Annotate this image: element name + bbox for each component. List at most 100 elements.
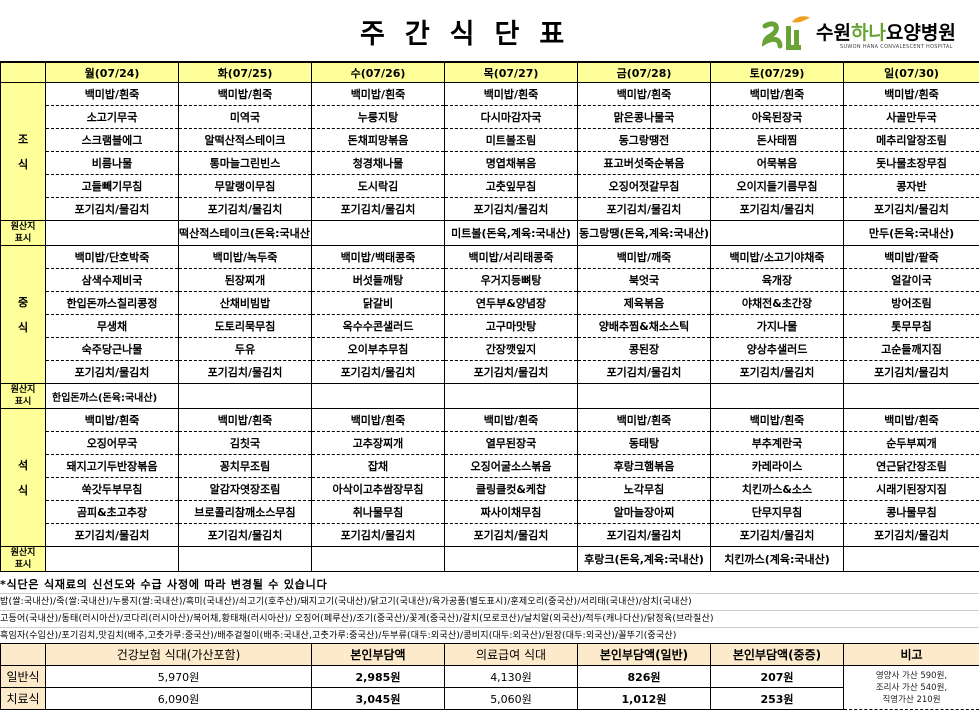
menu-item: 백미밥/녹두죽 bbox=[179, 246, 312, 269]
origin-cell bbox=[445, 384, 578, 409]
menu-item: 소고기무국 bbox=[46, 106, 179, 129]
menu-item: 야채전&초간장 bbox=[711, 292, 844, 315]
menu-item: 포기김치/물김치 bbox=[312, 361, 445, 384]
menu-item: 잡채 bbox=[312, 455, 445, 478]
day-header: 토(07/29) bbox=[711, 63, 844, 83]
meal-cost-table: 건강보험 식대(가산포함) 본인부담액 의료급여 식대 본인부담액(일반) 본인… bbox=[0, 643, 979, 710]
origin-cell: 동그랑땡(돈육,계육:국내산) bbox=[578, 221, 711, 246]
menu-item: 곰피&초고추장 bbox=[46, 501, 179, 524]
origin-cell: 미트볼(돈육,계육:국내산) bbox=[445, 221, 578, 246]
title-bar: 주간식단표 수원하나요양병원 SUWON HANA CONVALESCENT H… bbox=[0, 0, 979, 63]
cost-remark: 영양사 가산 590원, 조리사 가산 540원, 직영가산 210원 bbox=[844, 666, 979, 710]
menu-item: 고구마맛탕 bbox=[445, 315, 578, 338]
origin-cell bbox=[179, 547, 312, 572]
menu-item: 아삭이고추쌈장무침 bbox=[312, 478, 445, 501]
menu-item: 백미밥/백태콩죽 bbox=[312, 246, 445, 269]
menu-item: 포기김치/물김치 bbox=[46, 361, 179, 384]
menu-item: 오징어굴소스볶음 bbox=[445, 455, 578, 478]
menu-item: 포기김치/물김치 bbox=[844, 524, 979, 547]
menu-item: 고들빼기무침 bbox=[46, 175, 179, 198]
cost-cell: 5,970원 bbox=[46, 666, 312, 688]
menu-item: 열무된장국 bbox=[445, 432, 578, 455]
cost-row-label: 일반식 bbox=[1, 666, 46, 688]
origin-cell: 치킨까스(계육:국내산) bbox=[711, 547, 844, 572]
origin-cell: 떡산적스테이크(돈육:국내산) bbox=[179, 221, 312, 246]
menu-item: 옥수수콘샐러드 bbox=[312, 315, 445, 338]
hospital-name: 수원하나요양병원 bbox=[816, 18, 956, 45]
menu-item: 포기김치/물김치 bbox=[711, 524, 844, 547]
cost-header: 비고 bbox=[844, 644, 979, 666]
menu-item: 북엇국 bbox=[578, 269, 711, 292]
hospital-name-part: 요양병원 bbox=[886, 22, 956, 44]
menu-item: 카레라이스 bbox=[711, 455, 844, 478]
origin-label-line: 표시 bbox=[1, 233, 45, 245]
menu-item: 포기김치/물김치 bbox=[578, 198, 711, 221]
menu-item: 돈채피망볶음 bbox=[312, 129, 445, 152]
cost-cell: 4,130원 bbox=[445, 666, 578, 688]
menu-item: 콩자반 bbox=[844, 175, 979, 198]
menu-item: 간장깻잎지 bbox=[445, 338, 578, 361]
cost-header: 본인부담액(중증) bbox=[711, 644, 844, 666]
menu-item: 백미밥/깨죽 bbox=[578, 246, 711, 269]
origin-note-line: 고등어(국내산)/동태(러시아산)/코다리(러시아산)/북어채,황태채(러시아산… bbox=[0, 611, 979, 628]
hospital-name-part: 하나 bbox=[851, 22, 886, 44]
menu-item: 꽁치무조림 bbox=[179, 455, 312, 478]
remark-line: 조리사 가산 540원, bbox=[844, 682, 979, 694]
menu-item: 순두부찌개 bbox=[844, 432, 979, 455]
menu-item: 부추계란국 bbox=[711, 432, 844, 455]
menu-item: 포기김치/물김치 bbox=[312, 524, 445, 547]
menu-item: 백미밥/흰죽 bbox=[445, 83, 578, 106]
menu-item: 포기김치/물김치 bbox=[578, 361, 711, 384]
menu-item: 버섯들깨탕 bbox=[312, 269, 445, 292]
menu-item: 오이부추무침 bbox=[312, 338, 445, 361]
menu-item: 백미밥/팥죽 bbox=[844, 246, 979, 269]
menu-item: 제육볶음 bbox=[578, 292, 711, 315]
menu-item: 한입돈까스칠리콩정 bbox=[46, 292, 179, 315]
menu-item: 닭갈비 bbox=[312, 292, 445, 315]
menu-item: 양상추샐러드 bbox=[711, 338, 844, 361]
menu-item: 돈사태찜 bbox=[711, 129, 844, 152]
menu-item: 짜사이채무침 bbox=[445, 501, 578, 524]
menu-item: 포기김치/물김치 bbox=[844, 361, 979, 384]
cost-cell: 6,090원 bbox=[46, 688, 312, 710]
menu-item: 백미밥/흰죽 bbox=[711, 83, 844, 106]
origin-cell bbox=[179, 384, 312, 409]
menu-item: 치킨까스&소스 bbox=[711, 478, 844, 501]
remark-line: 영양사 가산 590원, bbox=[844, 670, 979, 682]
menu-item: 백미밥/흰죽 bbox=[312, 83, 445, 106]
menu-item: 포기김치/물김치 bbox=[445, 198, 578, 221]
menu-item: 백미밥/흰죽 bbox=[46, 409, 179, 432]
origin-cell: 한입돈까스(돈육:국내산) bbox=[46, 384, 179, 409]
hospital-english-name: SUWON HANA CONVALESCENT HOSPITAL bbox=[840, 44, 953, 50]
menu-item: 백미밥/흰죽 bbox=[578, 409, 711, 432]
menu-item: 메추리알장조림 bbox=[844, 129, 979, 152]
hospital-logo-mark-icon bbox=[762, 14, 812, 52]
menu-item: 백미밥/흰죽 bbox=[711, 409, 844, 432]
menu-item: 표고버섯죽순볶음 bbox=[578, 152, 711, 175]
origin-cell bbox=[844, 384, 979, 409]
origin-cell bbox=[711, 221, 844, 246]
menu-item: 백미밥/흰죽 bbox=[179, 83, 312, 106]
menu-item: 통마늘그린빈스 bbox=[179, 152, 312, 175]
origin-cell bbox=[711, 384, 844, 409]
menu-item: 포기김치/물김치 bbox=[179, 524, 312, 547]
menu-item: 오징어젓갈무침 bbox=[578, 175, 711, 198]
menu-item: 톳무무침 bbox=[844, 315, 979, 338]
notes-section: *식단은 식재료의 신선도와 수급 사정에 따라 변경될 수 있습니다 밥(쌀:… bbox=[0, 576, 979, 645]
cost-header: 본인부담액(일반) bbox=[578, 644, 711, 666]
menu-item: 백미밥/흰죽 bbox=[844, 409, 979, 432]
menu-item: 고추장찌개 bbox=[312, 432, 445, 455]
menu-item: 무말랭이무침 bbox=[179, 175, 312, 198]
meal-label-char: 식 bbox=[1, 322, 45, 333]
menu-item: 브로콜리참깨소스무침 bbox=[179, 501, 312, 524]
menu-item: 방어조림 bbox=[844, 292, 979, 315]
